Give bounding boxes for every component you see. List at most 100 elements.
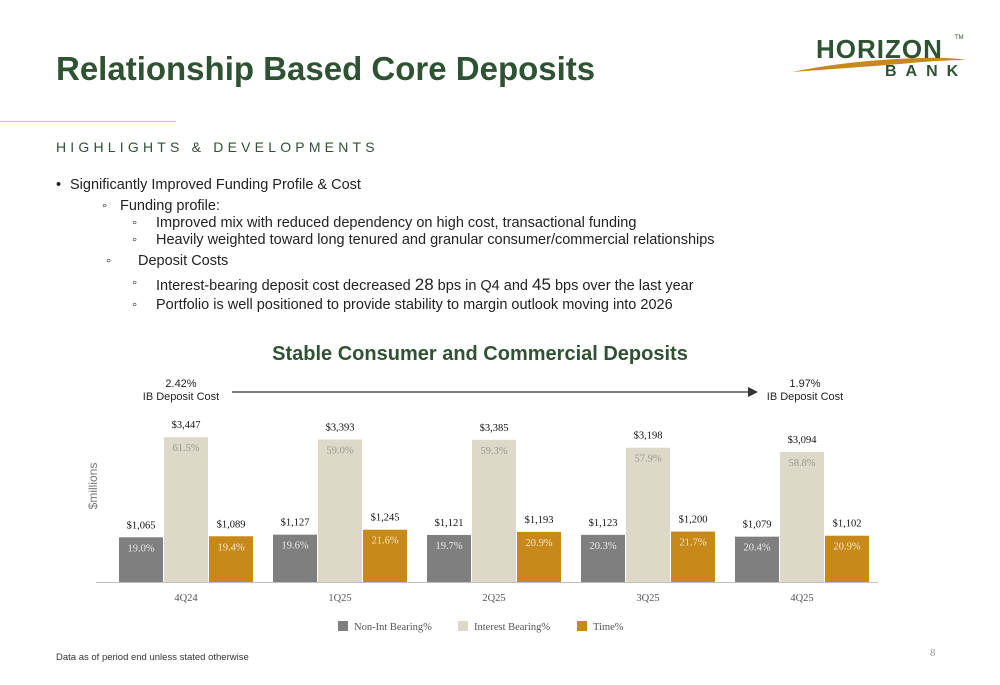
bar-percent-label: 20.3%: [589, 541, 616, 552]
page-title: Relationship Based Core Deposits: [56, 50, 596, 87]
legend-swatch: [338, 621, 348, 631]
fp-1-text: Improved mix with reduced dependency on …: [156, 215, 637, 231]
title-divider: [0, 121, 176, 122]
bar-amount-label: $1,123: [589, 518, 618, 529]
dc-1-text-c: bps in Q4 and: [433, 278, 532, 294]
bar-amount-label: $1,127: [281, 518, 310, 529]
section-heading: HIGHLIGHTS & DEVELOPMENTS: [56, 139, 379, 155]
ib-cost-start-value: 2.42%: [165, 378, 197, 390]
ib-cost-end-label: IB Deposit Cost: [766, 391, 844, 403]
chart-title: Stable Consumer and Commercial Deposits: [272, 343, 688, 365]
bullet-dc-1: ◦ Interest-bearing deposit cost decrease…: [132, 275, 694, 295]
bullet-fp-1: ◦ Improved mix with reduced dependency o…: [132, 215, 637, 231]
bar-percent-label: 20.9%: [833, 542, 860, 553]
bullet-marker: •: [56, 177, 62, 193]
bar-nonintbearing-1q25: [273, 534, 317, 582]
x-tick-label: 2Q25: [482, 593, 505, 604]
x-tick-label: 4Q25: [790, 593, 813, 604]
legend-label: Interest Bearing%: [474, 622, 550, 633]
bar-percent-label: 61.5%: [172, 443, 199, 454]
dc-1-text-e: bps over the last year: [550, 278, 694, 294]
deposit-costs-text: Deposit Costs: [138, 253, 229, 269]
dc-2-text: Portfolio is well positioned to provide …: [156, 297, 673, 313]
bar-amount-label: $3,385: [480, 423, 509, 434]
bar-time-2q25: [517, 531, 561, 582]
sub-bullet-marker: ◦: [102, 198, 108, 214]
bar-amount-label: $1,089: [217, 519, 246, 530]
bullet-main: • Significantly Improved Funding Profile…: [56, 177, 361, 193]
bar-nonintbearing-3q25: [581, 534, 625, 582]
bar-time-4q24: [209, 536, 253, 582]
bullet-dc-2: ◦ Portfolio is well positioned to provid…: [132, 297, 673, 313]
y-axis-label: $millions: [86, 463, 100, 510]
bar-amount-label: $1,065: [127, 520, 156, 531]
bar-percent-label: 19.0%: [127, 543, 154, 554]
bar-percent-label: 21.7%: [679, 538, 706, 549]
bar-amount-label: $3,198: [634, 431, 663, 442]
ib-cost-end: 1.97% IB Deposit Cost: [745, 378, 865, 404]
x-tick-label: 4Q24: [174, 593, 198, 604]
sub-bullet-marker: ◦: [132, 232, 138, 248]
bar-percent-label: 19.7%: [435, 541, 462, 552]
bar-nonintbearing-2q25: [427, 534, 471, 582]
x-tick-label: 3Q25: [636, 593, 659, 604]
logo-wordmark: HORIZON: [816, 34, 943, 64]
bar-percent-label: 58.8%: [788, 458, 815, 469]
bar-amount-label: $1,102: [833, 519, 862, 530]
bar-interestbearing-3q25: [626, 447, 670, 582]
sub-bullet-marker: ◦: [106, 253, 112, 269]
fp-2-text: Heavily weighted toward long tenured and…: [156, 232, 715, 248]
bar-time-4q25: [825, 535, 869, 582]
bar-amount-label: $1,200: [679, 515, 708, 526]
bar-amount-label: $1,193: [525, 515, 554, 526]
logo-trademark: TM: [955, 35, 964, 41]
bar-interestbearing-4q25: [780, 452, 824, 582]
bullet-deposit-costs: ◦ Deposit Costs: [106, 253, 229, 269]
bar-amount-label: $3,447: [172, 420, 201, 431]
bullet-funding-profile: ◦ Funding profile:: [102, 198, 220, 214]
bar-amount-label: $1,079: [743, 520, 772, 531]
bar-percent-label: 59.3%: [480, 446, 507, 457]
bar-percent-label: 59.0%: [326, 445, 353, 456]
dc-1-text-a: Interest-bearing deposit cost decreased: [156, 278, 415, 294]
x-tick-label: 1Q25: [328, 593, 351, 604]
footnote: Data as of period end unless stated othe…: [56, 652, 249, 663]
ib-cost-end-value: 1.97%: [789, 378, 821, 390]
ib-cost-start: 2.42% IB Deposit Cost: [121, 378, 241, 404]
bar-interestbearing-4q24: [164, 437, 208, 582]
bar-time-3q25: [671, 531, 715, 582]
bar-nonintbearing-4q25: [735, 536, 779, 582]
ib-cost-start-label: IB Deposit Cost: [142, 391, 220, 403]
legend-swatch: [577, 621, 587, 631]
bar-amount-label: $1,245: [371, 513, 400, 524]
logo-swoosh-icon: [792, 57, 966, 72]
bullet-main-text: Significantly Improved Funding Profile &…: [70, 177, 361, 193]
bar-time-1q25: [363, 529, 407, 582]
bar-percent-label: 21.6%: [371, 536, 398, 547]
horizon-bank-logo: HORIZON TM BANK: [790, 30, 970, 90]
bar-percent-label: 19.4%: [217, 542, 244, 553]
bar-percent-label: 20.9%: [525, 538, 552, 549]
dc-1-year-bps: 45: [532, 275, 551, 294]
funding-profile-text: Funding profile:: [120, 198, 220, 214]
bar-interestbearing-1q25: [318, 439, 362, 582]
bar-nonintbearing-4q24: [119, 537, 163, 582]
bar-amount-label: $3,393: [326, 422, 355, 433]
legend-swatch: [458, 621, 468, 631]
sub-bullet-marker: ◦: [132, 275, 138, 291]
bar-percent-label: 19.6%: [281, 541, 308, 552]
bar-amount-label: $3,094: [788, 435, 818, 446]
ib-cost-arrow-head-icon: [748, 387, 758, 397]
sub-bullet-marker: ◦: [132, 215, 138, 231]
page-number: 8: [930, 647, 936, 659]
bullet-fp-2: ◦ Heavily weighted toward long tenured a…: [132, 232, 715, 248]
legend-label: Non-Int Bearing%: [354, 622, 432, 633]
bar-percent-label: 20.4%: [743, 543, 770, 554]
logo-bank-text: BANK: [885, 63, 968, 80]
bar-interestbearing-2q25: [472, 439, 516, 582]
dc-1-q4-bps: 28: [414, 275, 434, 294]
bar-percent-label: 57.9%: [634, 454, 661, 465]
sub-bullet-marker: ◦: [132, 297, 138, 313]
legend-label: Time%: [593, 622, 624, 633]
